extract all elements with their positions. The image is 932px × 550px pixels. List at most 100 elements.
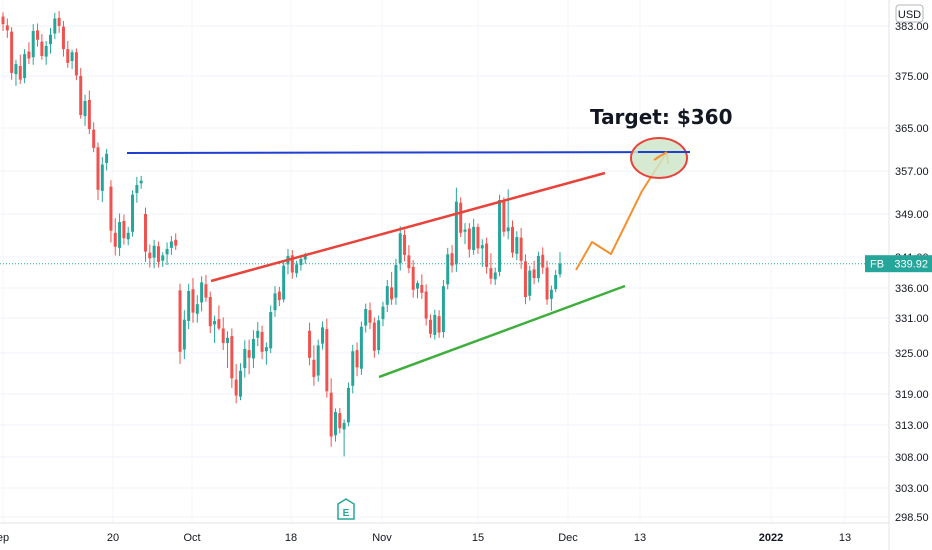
x-tick-label: 13 <box>839 532 851 544</box>
x-tick-label: Nov <box>372 532 392 544</box>
y-tick-label: 313.00 <box>895 420 929 432</box>
resistance-line[interactable] <box>126 151 691 154</box>
x-tick-label: 15 <box>472 532 484 544</box>
candle-body <box>450 253 454 266</box>
candle-body <box>454 201 458 265</box>
candle-body <box>221 328 225 344</box>
candle-body <box>79 76 83 115</box>
candle-body <box>10 31 14 73</box>
currency-button[interactable]: USD <box>895 4 924 23</box>
candle-body <box>381 306 385 320</box>
last-price-value: 339.92 <box>894 259 928 271</box>
candle-body <box>385 286 389 305</box>
candle-body <box>113 232 117 247</box>
candle-body <box>44 46 48 57</box>
candle-body <box>558 263 562 275</box>
candle-body <box>96 147 100 190</box>
projection-path[interactable] <box>575 190 643 271</box>
candle-body <box>428 319 432 334</box>
candle-body <box>18 66 22 80</box>
x-tick-label: Oct <box>183 532 200 544</box>
earnings-icon <box>337 498 355 520</box>
upper-trend-line[interactable] <box>210 171 606 283</box>
candle-body <box>342 422 346 430</box>
candle-body <box>217 319 221 329</box>
candle-body <box>260 332 264 352</box>
last-price-label: FB 339.92 <box>865 255 932 273</box>
candle-body <box>472 226 476 251</box>
candle-body <box>338 413 342 429</box>
candle-body <box>243 348 247 369</box>
candle-body <box>536 255 540 279</box>
candle-body <box>480 245 484 249</box>
time-axis[interactable]: ep 20 Oct 18 Nov 15 Dec 13 2022 13 <box>0 532 851 544</box>
candle-body <box>364 309 368 326</box>
lower-trend-line[interactable] <box>378 284 626 379</box>
candle-body <box>57 17 61 26</box>
candle-body <box>139 180 143 184</box>
x-tick-label: 20 <box>107 532 119 544</box>
currency-box <box>895 4 924 23</box>
candle-body <box>554 274 558 290</box>
candle-body <box>152 245 156 258</box>
candle-body <box>122 220 126 239</box>
candle-body <box>446 254 450 285</box>
y-tick-label: 365.00 <box>895 123 929 135</box>
candle-body <box>519 237 523 261</box>
candle-body <box>403 234 407 255</box>
candle-body <box>359 326 363 369</box>
candle-body <box>48 34 52 45</box>
candle-body <box>532 269 536 279</box>
candle-body <box>398 233 402 264</box>
candle-body <box>489 268 493 279</box>
candle-body <box>204 284 208 298</box>
candle-body <box>346 387 350 423</box>
candle-body <box>476 226 480 249</box>
candle-body <box>143 214 147 252</box>
candle-body <box>169 241 173 248</box>
candle-body <box>87 99 91 130</box>
candle-body <box>424 291 428 319</box>
candle-body <box>459 202 463 233</box>
y-tick-label: 303.00 <box>895 483 929 495</box>
candle-body <box>498 200 502 272</box>
candle-body <box>467 228 471 250</box>
y-tick-label: 325.00 <box>895 348 929 360</box>
earnings-marker[interactable]: E <box>337 498 355 520</box>
candle-body <box>187 291 191 321</box>
candle-body <box>61 26 65 50</box>
y-tick-label: 375.00 <box>895 71 929 83</box>
candle-body <box>14 64 18 75</box>
candle-body <box>247 350 251 358</box>
projection-arrow-tip <box>653 151 668 161</box>
candle-body <box>407 255 411 269</box>
candle-body <box>238 370 242 397</box>
candle-body <box>165 248 169 255</box>
candle-body <box>5 25 9 31</box>
x-tick-label: 2022 <box>759 532 783 544</box>
candle-body <box>31 31 35 58</box>
candle-body <box>148 252 152 259</box>
candle-body <box>282 265 286 300</box>
candle-body <box>511 226 515 253</box>
candle-body <box>493 272 497 280</box>
candle-body <box>351 351 355 386</box>
candle-body <box>333 412 337 436</box>
y-tick-label: 319.00 <box>895 389 929 401</box>
candle-body <box>394 265 398 298</box>
candle-body <box>70 52 74 61</box>
candle-body <box>312 359 316 377</box>
candle-body <box>390 287 394 300</box>
candle-body <box>273 293 277 311</box>
candle-body <box>368 310 372 323</box>
candle-body <box>105 153 109 163</box>
candle-body <box>329 392 333 437</box>
x-tick-label: 13 <box>634 532 646 544</box>
candle-body <box>74 52 78 76</box>
candle-body <box>420 284 424 293</box>
candle-body <box>441 286 445 332</box>
candle-body <box>528 270 532 296</box>
candle-body <box>502 201 506 232</box>
last-price-bg <box>865 255 932 273</box>
